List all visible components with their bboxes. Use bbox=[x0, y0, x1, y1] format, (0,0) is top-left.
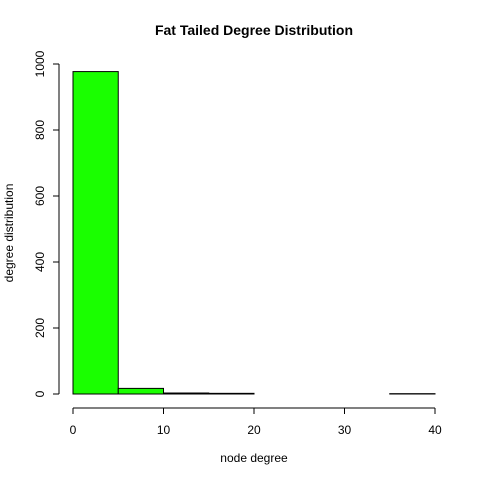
y-tick-label: 200 bbox=[33, 318, 47, 338]
y-tick-label: 600 bbox=[33, 186, 47, 206]
x-tick-label: 10 bbox=[157, 423, 171, 437]
histogram-bar-2 bbox=[163, 392, 210, 395]
histogram-bar-0 bbox=[72, 71, 119, 395]
y-tick-label: 0 bbox=[33, 390, 47, 397]
x-axis: 0 10 20 30 40 bbox=[70, 407, 442, 437]
y-tick-label: 1000 bbox=[33, 50, 47, 77]
x-tick-label: 20 bbox=[247, 423, 261, 437]
x-tick-label: 40 bbox=[428, 423, 442, 437]
y-axis: 0 200 400 600 800 1000 bbox=[33, 50, 60, 397]
histogram-bar-3 bbox=[208, 392, 255, 395]
histogram-bar-1 bbox=[117, 387, 164, 395]
y-tick-label: 400 bbox=[33, 252, 47, 272]
x-tick-label: 0 bbox=[70, 423, 77, 437]
x-tick-label: 30 bbox=[338, 423, 352, 437]
y-tick-label: 800 bbox=[33, 120, 47, 140]
histogram-bars bbox=[72, 71, 436, 395]
y-axis-label: degree distribution bbox=[2, 184, 16, 283]
x-axis-label: node degree bbox=[220, 451, 288, 465]
chart-title: Fat Tailed Degree Distribution bbox=[155, 22, 353, 38]
